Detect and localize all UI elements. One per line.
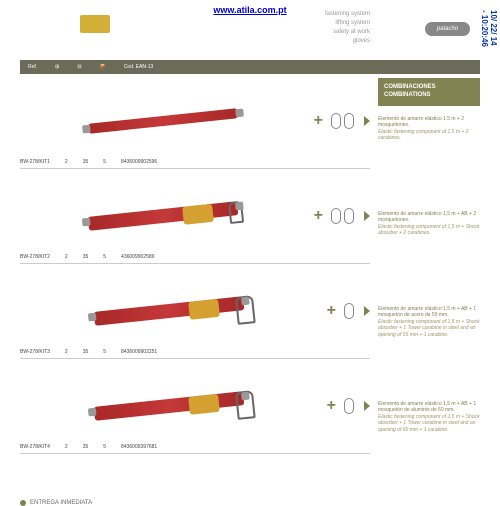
data-cell: 5: [103, 349, 106, 355]
nav-menu: fastening system lifting system safety a…: [325, 10, 370, 46]
data-cell: 2: [65, 349, 68, 355]
product-image-area: [20, 359, 319, 453]
carabiner-icon: [331, 208, 341, 224]
col-ref: Ref.: [28, 64, 37, 70]
carabiners-group: [331, 113, 354, 129]
row-data: BW-278/KIT1 2 35 5 8436009902596: [20, 159, 157, 165]
data-cell: 5: [103, 159, 106, 165]
arrow-icon: [364, 306, 370, 316]
descriptions-column: COMBINACIONES COMBINATIONS Elemento de a…: [370, 74, 480, 492]
table-header: Ref. ⊞ ⊟ 📦 Cod. EAN-13: [20, 60, 480, 74]
carabiners-group: [344, 303, 354, 319]
content-area: + BW-278/KIT1 2 35 5 8436009902596 + BW-278/KIT…: [20, 74, 480, 492]
plus-icon: +: [314, 207, 323, 225]
lanyard-graphic: [94, 296, 245, 326]
nav-item[interactable]: lifting system: [325, 19, 370, 28]
ean-cell: 436009902589: [121, 254, 154, 260]
plus-icon: +: [327, 302, 336, 320]
shock-absorber-graphic: [188, 394, 220, 415]
nav-item[interactable]: fastening system: [325, 10, 370, 19]
logo: [80, 15, 110, 35]
hook-graphic: [235, 390, 256, 420]
ean-cell: 8436009902251: [121, 349, 157, 355]
status-dot-icon: [20, 500, 26, 506]
lanyard-graphic: [94, 391, 245, 421]
arrow-icon: [364, 401, 370, 411]
product-description: Elemento de amarre elástico 1,5 m + AB +…: [378, 397, 480, 492]
product-row: + BW-278/KIT2 2 35 5 436009902589: [20, 169, 370, 264]
col-ean: Cod. EAN-13: [124, 64, 153, 70]
carabiner-icon: [344, 303, 354, 319]
col-icon: ⊟: [77, 64, 81, 70]
lanyard-graphic: [88, 201, 239, 231]
carabiner-icon: [344, 113, 354, 129]
timestamp-code: 10/ 22/ 14 - 10:20:46: [480, 10, 498, 50]
product-image-area: [20, 169, 306, 263]
desc-en: Elastic fastening component of 1,5 m + S…: [378, 224, 480, 237]
hook-graphic: [228, 201, 244, 224]
data-cell: 2: [65, 254, 68, 260]
data-cell: 5: [103, 444, 106, 450]
data-cell: 2: [65, 444, 68, 450]
desc-es: Elemento de amarre elástico 1,5 m + AB +…: [378, 306, 480, 319]
data-cell: 35: [83, 444, 89, 450]
carabiner-icon: [331, 113, 341, 129]
ean-cell: 8436009397681: [121, 444, 157, 450]
nav-item[interactable]: gloves: [325, 37, 370, 46]
product-row: + BW-278/KIT4 2 35 5 8436009397681: [20, 359, 370, 454]
page-header: www.atila.com.pt fastening system liftin…: [0, 0, 500, 50]
nav-item[interactable]: safety at work: [325, 28, 370, 37]
carabiners-group: [331, 208, 354, 224]
plus-icon: +: [314, 112, 323, 130]
carabiner-icon: [344, 208, 354, 224]
product-description: Elemento de amarre elástico 1,5 m + AB +…: [378, 207, 480, 302]
products-column: + BW-278/KIT1 2 35 5 8436009902596 + BW-278/KIT…: [20, 74, 370, 492]
data-cell: 35: [83, 254, 89, 260]
data-cell: 5: [103, 254, 106, 260]
arrow-icon: [364, 211, 370, 221]
desc-en: Elastic fastening component of 1,5 m + S…: [378, 319, 480, 339]
col-icon: 📦: [100, 64, 106, 70]
footer: ENTREGA INMEDIATA: [20, 500, 480, 506]
row-data: BW-278/KIT4 2 35 5 8436009397681: [20, 444, 157, 450]
desc-en: Elastic fastening component of 1.5 m + 2…: [378, 129, 480, 142]
plus-icon: +: [327, 397, 336, 415]
product-image-area: [20, 74, 306, 168]
lanyard-graphic: [88, 108, 238, 134]
arrow-icon: [364, 116, 370, 126]
data-cell: 35: [83, 159, 89, 165]
desc-es: Elemento de amarre elástico 1,5 m + AB +…: [378, 211, 480, 224]
shock-absorber-graphic: [188, 299, 220, 320]
row-data: BW-278/KIT3 2 35 5 8436009902251: [20, 349, 157, 355]
carabiners-group: [344, 398, 354, 414]
data-cell: 2: [65, 159, 68, 165]
desc-es: Elemento de amarre elástico 1.5 m + 2 mo…: [378, 116, 480, 129]
ref-cell: BW-278/KIT3: [20, 349, 50, 355]
ean-cell: 8436009902596: [121, 159, 157, 165]
shock-absorber-graphic: [182, 204, 214, 225]
product-row: + BW-278/KIT1 2 35 5 8436009902596: [20, 74, 370, 169]
ref-cell: BW-278/KIT1: [20, 159, 50, 165]
product-description: Elemento de amarre elástico 1,5 m + AB +…: [378, 302, 480, 397]
ref-cell: BW-278/KIT4: [20, 444, 50, 450]
footer-text: ENTREGA INMEDIATA: [30, 500, 92, 506]
ref-cell: BW-278/KIT2: [20, 254, 50, 260]
desc-en: Elastic fastening component of 1,5 m + S…: [378, 414, 480, 434]
carabiner-icon: [344, 398, 354, 414]
website-url[interactable]: www.atila.com.pt: [20, 5, 480, 15]
combinations-header: COMBINACIONES COMBINATIONS: [378, 78, 480, 106]
data-cell: 35: [83, 349, 89, 355]
col-icon: ⊞: [55, 64, 59, 70]
hook-graphic: [235, 295, 256, 325]
product-row: + BW-278/KIT3 2 35 5 8436009902251: [20, 264, 370, 359]
brand-badge: patacho: [425, 22, 470, 36]
product-image-area: [20, 264, 319, 358]
product-description: Elemento de amarre elástico 1.5 m + 2 mo…: [378, 112, 480, 207]
row-data: BW-278/KIT2 2 35 5 436009902589: [20, 254, 154, 260]
desc-es: Elemento de amarre elástico 1,5 m + AB +…: [378, 401, 480, 414]
